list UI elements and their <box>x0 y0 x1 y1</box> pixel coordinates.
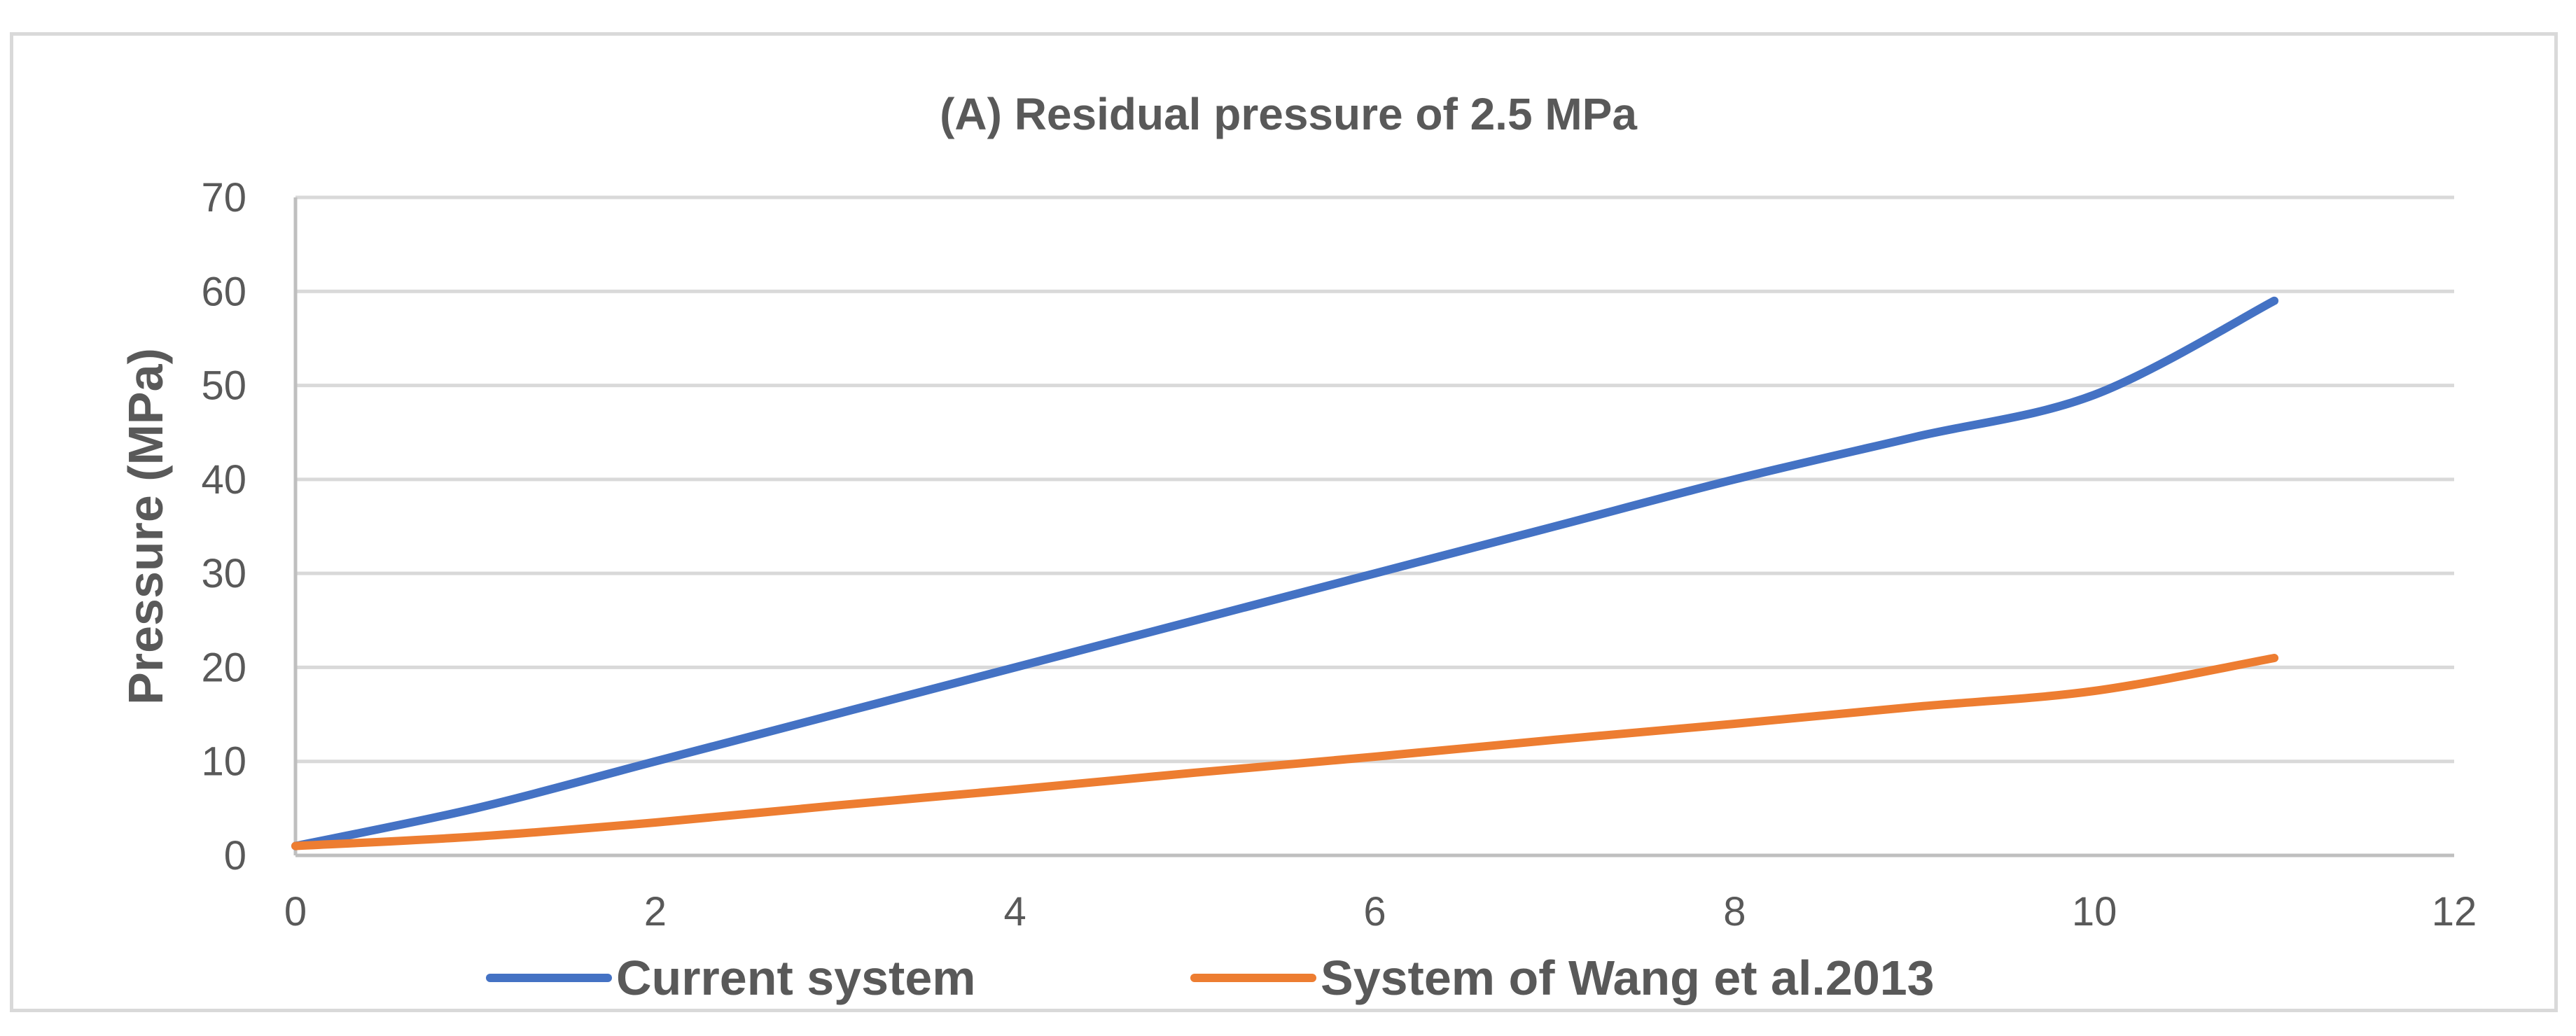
x-tick-label: 2 <box>644 889 667 934</box>
x-tick-label: 0 <box>284 889 307 934</box>
y-tick-label: 30 <box>201 551 246 596</box>
axes <box>293 197 2454 858</box>
x-tick-label: 6 <box>1363 889 1386 934</box>
y-tick-label: 70 <box>201 175 246 220</box>
series-line-current-system <box>291 296 2279 850</box>
y-tick-label: 40 <box>201 457 246 503</box>
x-tick-label: 4 <box>1004 889 1026 934</box>
legend: Current system System of Wang et al.2013 <box>486 951 1935 1005</box>
legend-label: Current system <box>616 951 976 1005</box>
series-line-wang-2013 <box>291 654 2279 850</box>
y-tick-label: 20 <box>201 645 246 690</box>
y-tick-label: 10 <box>201 739 246 785</box>
chart-title: (A) Residual pressure of 2.5 MPa <box>940 89 1637 139</box>
x-tick-label: 12 <box>2432 889 2477 934</box>
chart-frame <box>10 32 2558 1012</box>
y-axis-label: Pressure (MPa) <box>118 348 173 705</box>
y-tick-label: 60 <box>201 269 246 314</box>
y-tick-label: 0 <box>224 833 246 878</box>
gridlines <box>295 195 2454 764</box>
x-tick-label: 10 <box>2072 889 2117 934</box>
y-tick-label: 50 <box>201 363 246 409</box>
series-lines <box>291 296 2279 850</box>
x-tick-labels: 0 2 4 6 8 10 12 <box>284 889 2477 934</box>
legend-label: System of Wang et al.2013 <box>1321 951 1935 1005</box>
x-tick-label: 8 <box>1723 889 1746 934</box>
y-tick-labels: 0 10 20 30 40 50 60 70 <box>201 175 246 878</box>
